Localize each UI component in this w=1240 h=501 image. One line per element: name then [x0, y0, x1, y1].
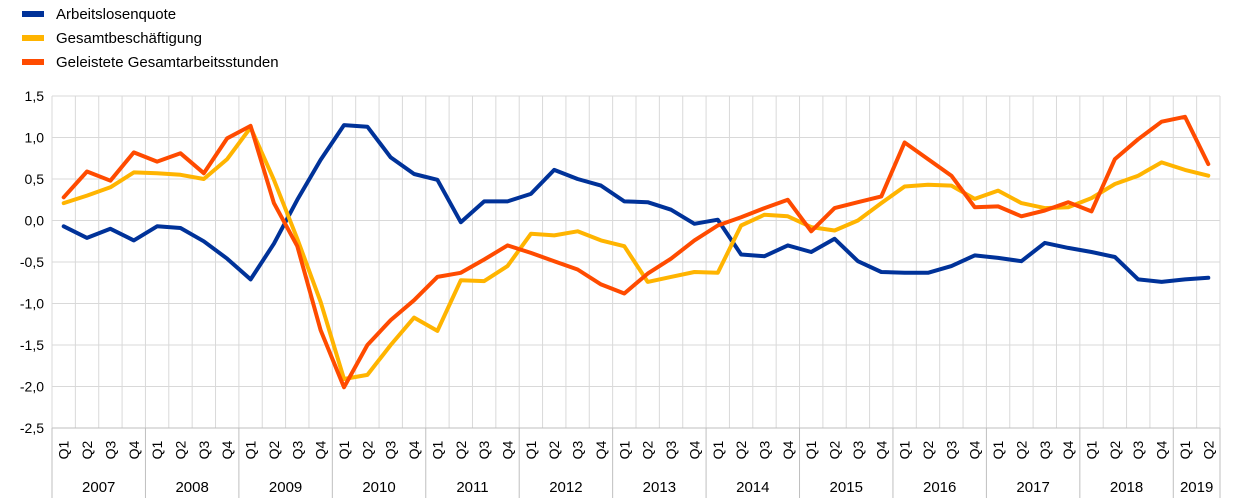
- year-label: 2014: [736, 479, 769, 496]
- year-label: 2015: [830, 479, 863, 496]
- x-tick-label: Q1: [56, 440, 72, 459]
- x-tick-label: Q3: [383, 440, 399, 459]
- x-tick-label: Q3: [1037, 440, 1053, 459]
- x-tick-label: Q1: [243, 440, 259, 459]
- x-tick-label: Q2: [172, 440, 188, 459]
- series-line-3: [61, 114, 1211, 390]
- x-tick-label: Q2: [640, 440, 656, 459]
- legend-item-arbeitslosenquote: Arbeitslosenquote: [22, 2, 279, 26]
- x-tick-label: Q3: [1130, 440, 1146, 459]
- x-tick-label: Q2: [1107, 440, 1123, 459]
- x-tick-label: Q2: [1200, 440, 1216, 459]
- x-tick-label: Q1: [1084, 440, 1100, 459]
- x-tick-label: Q1: [616, 440, 632, 459]
- x-tick-label: Q2: [827, 440, 843, 459]
- x-tick-label: Q4: [406, 440, 422, 459]
- year-label: 2012: [549, 479, 582, 496]
- x-tick-label: Q2: [79, 440, 95, 459]
- x-tick-label: Q2: [266, 440, 282, 459]
- x-tick-label: Q1: [990, 440, 1006, 459]
- x-tick-label: Q1: [336, 440, 352, 459]
- legend-item-gesamtbeschaeftigung: Gesamtbeschäftigung: [22, 26, 279, 50]
- x-tick-label: Q2: [733, 440, 749, 459]
- series-line-1: [61, 123, 1211, 284]
- x-tick-label: Q3: [850, 440, 866, 459]
- x-tick-label: Q4: [500, 440, 516, 459]
- year-label: 2019: [1180, 479, 1213, 496]
- x-tick-label: Q1: [710, 440, 726, 459]
- x-tick-label: Q3: [289, 440, 305, 459]
- x-tick-label: Q2: [359, 440, 375, 459]
- x-tick-label: Q4: [873, 440, 889, 459]
- y-tick-label: 0,0: [25, 213, 45, 229]
- x-tick-label: Q4: [780, 440, 796, 459]
- x-tick-label: Q3: [756, 440, 772, 459]
- x-tick-label: Q1: [429, 440, 445, 459]
- x-tick-label: Q2: [1013, 440, 1029, 459]
- x-tick-label: Q3: [476, 440, 492, 459]
- y-tick-label: -1,0: [20, 296, 44, 312]
- year-label: 2010: [362, 479, 395, 496]
- x-tick-label: Q3: [196, 440, 212, 459]
- year-label: 2009: [269, 479, 302, 496]
- x-tick-label: Q3: [943, 440, 959, 459]
- x-tick-label: Q4: [1060, 440, 1076, 459]
- y-tick-label: -0,5: [20, 254, 44, 270]
- y-tick-label: -1,5: [20, 337, 44, 353]
- x-tick-label: Q1: [803, 440, 819, 459]
- year-label: 2011: [456, 479, 488, 496]
- x-tick-label: Q4: [219, 440, 235, 459]
- x-tick-label: Q3: [102, 440, 118, 459]
- legend-swatch: [22, 11, 44, 17]
- year-label: 2018: [1110, 479, 1143, 496]
- legend-swatch: [22, 35, 44, 41]
- year-label: 2017: [1016, 479, 1049, 496]
- legend-label: Gesamtbeschäftigung: [56, 29, 202, 47]
- legend-item-arbeitsstunden: Geleistete Gesamtarbeitsstunden: [22, 50, 279, 74]
- x-tick-label: Q4: [1154, 440, 1170, 459]
- x-tick-label: Q3: [663, 440, 679, 459]
- x-tick-label: Q2: [546, 440, 562, 459]
- x-tick-label: Q1: [1177, 440, 1193, 459]
- x-tick-label: Q2: [453, 440, 469, 459]
- y-tick-label: -2,5: [20, 420, 44, 436]
- y-tick-label: 0,5: [25, 171, 45, 187]
- x-tick-label: Q4: [593, 440, 609, 459]
- year-label: 2007: [82, 479, 115, 496]
- legend-label: Geleistete Gesamtarbeitsstunden: [56, 53, 279, 71]
- x-tick-label: Q3: [570, 440, 586, 459]
- legend: Arbeitslosenquote Gesamtbeschäftigung Ge…: [22, 2, 279, 74]
- x-tick-label: Q2: [920, 440, 936, 459]
- x-tick-label: Q4: [967, 440, 983, 459]
- legend-swatch: [22, 59, 44, 65]
- y-tick-label: 1,0: [25, 130, 45, 146]
- x-tick-label: Q4: [313, 440, 329, 459]
- x-tick-label: Q1: [149, 440, 165, 459]
- year-label: 2016: [923, 479, 956, 496]
- y-tick-label: 1,5: [25, 88, 45, 104]
- y-tick-label: -2,0: [20, 379, 44, 395]
- x-tick-label: Q4: [686, 440, 702, 459]
- year-label: 2013: [643, 479, 676, 496]
- year-label: 2008: [175, 479, 208, 496]
- legend-label: Arbeitslosenquote: [56, 5, 177, 23]
- x-tick-label: Q4: [126, 440, 142, 459]
- x-tick-label: Q1: [897, 440, 913, 459]
- x-tick-label: Q1: [523, 440, 539, 459]
